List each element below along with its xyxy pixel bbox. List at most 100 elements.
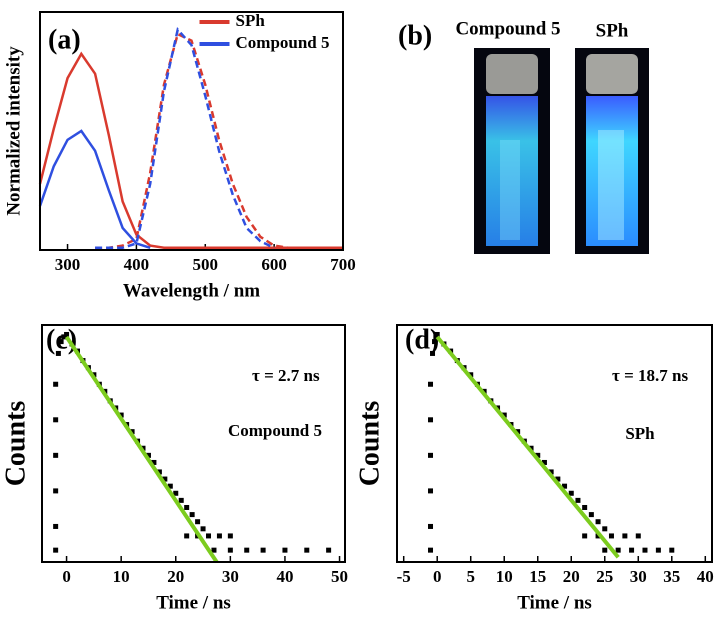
data-point	[53, 547, 59, 553]
data-point	[428, 417, 434, 423]
x-tick-label: 700	[330, 255, 356, 274]
data-point	[118, 412, 124, 418]
data-point	[326, 547, 332, 553]
x-axis-label: Time / ns	[156, 592, 231, 613]
x-axis-label: Wavelength / nm	[123, 280, 260, 301]
x-tick-label: -5	[397, 567, 411, 586]
data-point	[595, 519, 601, 525]
annotation: τ = 2.7 ns	[252, 366, 320, 385]
x-axis-label: Time / ns	[517, 592, 592, 613]
dashed-line	[95, 32, 289, 250]
x-tick-label: 10	[496, 567, 513, 586]
x-tick-label: 25	[596, 567, 613, 586]
y-axis-label: Counts	[354, 401, 385, 487]
x-tick-label: 10	[113, 567, 130, 586]
data-point	[200, 526, 206, 532]
annotation: Compound 5	[228, 421, 322, 440]
x-tick-label: 5	[466, 567, 475, 586]
vial-cap	[486, 54, 538, 94]
data-point	[227, 547, 233, 553]
x-tick-label: 35	[663, 567, 680, 586]
data-point	[211, 547, 217, 553]
data-point	[216, 533, 222, 539]
data-point	[615, 547, 621, 553]
data-point	[282, 547, 288, 553]
data-point	[428, 523, 434, 529]
vial-shine	[500, 140, 520, 240]
y-axis-label: Normalized intensity	[3, 46, 24, 216]
data-point	[244, 547, 250, 553]
x-tick-label: 300	[55, 255, 81, 274]
data-point	[64, 331, 70, 337]
data-point	[515, 429, 521, 435]
data-point	[501, 412, 507, 418]
data-point	[602, 547, 608, 553]
plot-frame	[396, 324, 713, 563]
data-point	[151, 459, 157, 465]
fit-line	[435, 335, 620, 559]
x-tick-label: 20	[167, 567, 184, 586]
data-point	[178, 497, 184, 503]
data-point	[156, 469, 162, 475]
data-point	[58, 339, 64, 345]
data-point	[173, 490, 179, 496]
data-point	[568, 490, 574, 496]
data-point	[55, 350, 61, 356]
line	[38, 51, 343, 250]
data-point	[642, 547, 648, 553]
data-point	[162, 476, 168, 482]
data-point	[602, 526, 608, 532]
x-tick-label: 500	[193, 255, 219, 274]
data-point	[548, 469, 554, 475]
x-tick-label: 15	[529, 567, 546, 586]
photo-label: SPh	[596, 20, 629, 41]
data-point	[582, 504, 588, 510]
data-point	[428, 452, 434, 458]
data-point	[669, 547, 675, 553]
panel-label: (a)	[48, 24, 81, 55]
x-tick-label: 50	[331, 567, 348, 586]
data-point	[582, 533, 588, 539]
data-point	[428, 381, 434, 387]
x-tick-label: 0	[62, 567, 71, 586]
data-point	[53, 523, 59, 529]
photo-label: Compound 5	[455, 18, 560, 39]
data-point	[195, 519, 201, 525]
x-tick-label: 40	[697, 567, 714, 586]
data-point	[61, 334, 67, 340]
data-point	[434, 331, 440, 337]
data-point	[428, 547, 434, 553]
x-tick-label: 600	[261, 255, 287, 274]
data-point	[260, 547, 266, 553]
x-tick-label: 30	[222, 567, 239, 586]
y-axis-label: Counts	[0, 401, 31, 487]
fit-line	[64, 335, 219, 564]
data-point	[206, 533, 212, 539]
data-point	[430, 350, 436, 356]
data-point	[595, 533, 601, 539]
data-point	[588, 512, 594, 518]
vial	[486, 96, 538, 246]
legend-label: SPh	[236, 11, 266, 30]
photo	[474, 48, 649, 254]
data-point	[53, 417, 59, 423]
data-point	[53, 488, 59, 494]
panel-label: (b)	[398, 20, 432, 51]
data-point	[145, 452, 151, 458]
data-point	[608, 533, 614, 539]
data-point	[555, 476, 561, 482]
data-point	[535, 452, 541, 458]
vial	[586, 96, 638, 246]
data-point	[184, 504, 190, 510]
data-point	[629, 547, 635, 553]
data-point	[655, 547, 661, 553]
data-point	[167, 483, 173, 489]
data-point	[428, 488, 434, 494]
x-tick-label: 0	[433, 567, 442, 586]
data-point	[562, 483, 568, 489]
vial-cap	[586, 54, 638, 94]
plot-frame	[41, 324, 346, 563]
data-point	[304, 547, 310, 553]
plot-frame	[39, 11, 344, 251]
